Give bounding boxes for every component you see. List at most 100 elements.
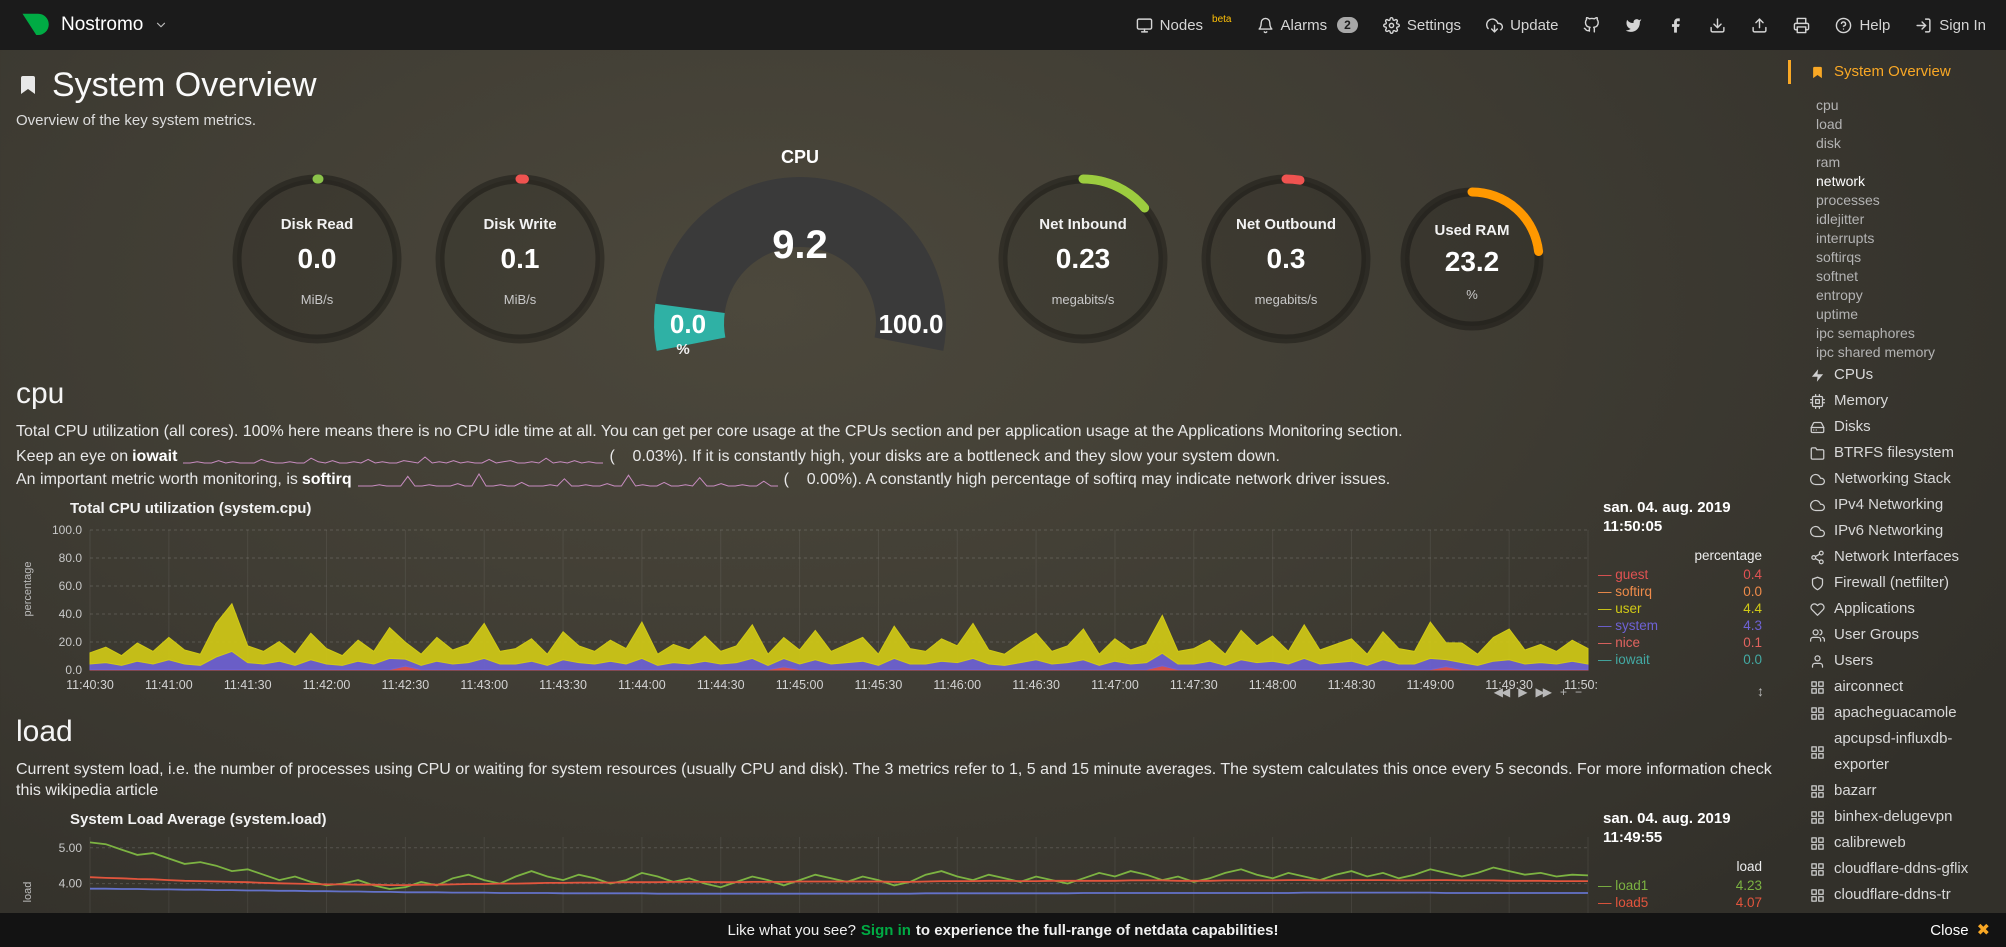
sidebar-item-ipc-semaphores[interactable]: ipc semaphores [1788,324,2006,343]
load-chart-title: System Load Average (system.load) [70,811,327,828]
sidebar-item-network[interactable]: network [1788,172,2006,191]
cpu-description: Total CPU utilization (all cores). 100% … [16,423,1403,440]
nav-print-button[interactable] [1793,17,1810,34]
nav-help-button[interactable]: Help [1835,17,1890,34]
page-head: System Overview Overview of the key syst… [0,50,1788,130]
legend-load1[interactable]: — load1 4.23 [1598,878,1762,893]
cpu-gauge[interactable]: CPU 9.2 0.0 100.0 % [645,147,955,363]
legend-system[interactable]: — system 4.3 [1598,618,1762,633]
gauge-used-ram[interactable]: Used RAM 23.2% [1398,185,1546,333]
cpu-iowait-hint: Keep an eye on iowait ( 0.03%). If it is… [16,446,1788,467]
nav-import-snapshot-button[interactable] [1709,17,1726,34]
pan-left-icon[interactable]: ◀◀ [1493,685,1511,699]
github-icon [1584,16,1600,33]
nav-facebook-button[interactable] [1667,17,1684,34]
netdata-logo [22,13,49,35]
sidebar-item-bazarr[interactable]: bazarr [1788,778,2006,804]
nav-update-button[interactable]: Update [1486,17,1558,34]
sidebar-item-system-overview[interactable]: System Overview [1788,60,2006,84]
sidebar-item-binhex-delugevpn[interactable]: binhex-delugevpn [1788,804,2006,830]
sidebar-item-btrfs-filesystem[interactable]: BTRFS filesystem [1788,440,2006,466]
sidebar-item-label: cloudflare-ddns-tr [1834,886,1951,903]
footer-close-button[interactable]: Close ✖ [1930,920,1990,940]
nav-github-button[interactable] [1583,16,1600,34]
sidebar-item-calibreweb[interactable]: calibreweb [1788,830,2006,856]
sidebar-item-applications[interactable]: Applications [1788,596,2006,622]
sidebar-item-label: Disks [1834,418,1871,435]
svg-text:11:42:00: 11:42:00 [303,678,351,692]
sidebar-item-cpus[interactable]: CPUs [1788,362,2006,388]
zoom-in-icon[interactable]: + [1559,685,1567,699]
sidebar-item-firewall-netfilter[interactable]: Firewall (netfilter) [1788,570,2006,596]
nav-nodes-label: Nodes [1159,16,1204,34]
iowait-hint-suffix: ( 0.03%). If it is constantly high, your… [609,448,1280,465]
download-icon [1710,17,1726,33]
gauge-ring [1201,174,1371,344]
sidebar-nav: System Overview cpu load disk ram network proc… [1788,50,2006,913]
legend-load5[interactable]: — load5 4.07 [1598,895,1762,910]
cpu-gauge-dial [654,176,946,351]
cpu-chart-canvas[interactable]: 11:40:30 11:41:00 11:41:30 11:42:00 11:42:30… [38,522,1612,701]
pan-right-icon[interactable]: ▶▶ [1535,685,1553,699]
sidebar-item-disks[interactable]: Disks [1788,414,2006,440]
sidebar-item-network-interfaces[interactable]: Network Interfaces [1788,544,2006,570]
sidebar-item-apcupsd-influxdb-exporter[interactable]: apcupsd-influxdb-exporter [1788,726,2006,778]
sidebar-item-memory[interactable]: Memory [1788,388,2006,414]
sidebar-item-users[interactable]: Users [1788,648,2006,674]
svg-text:5.00: 5.00 [59,841,83,855]
legend-iowait[interactable]: — iowait 0.0 [1598,652,1762,667]
legend-user[interactable]: — user 4.4 [1598,601,1762,616]
sidebar-item-softirqs[interactable]: softirqs [1788,248,2006,267]
nav-settings-button[interactable]: Settings [1382,16,1461,34]
gauge-ring [232,174,402,344]
sidebar-item-networking-stack[interactable]: Networking Stack [1788,466,2006,492]
sidebar-item-apacheguacamole[interactable]: apacheguacamole [1788,700,2006,726]
legend-nice[interactable]: — nice 0.1 [1598,635,1762,650]
legend-guest[interactable]: — guest 0.4 [1598,567,1762,582]
sidebar-item-airconnect[interactable]: airconnect [1788,674,2006,700]
nav-twitter-button[interactable] [1625,17,1642,34]
sidebar-item-disk[interactable]: disk [1788,134,2006,153]
nav-export-snapshot-button[interactable] [1751,17,1768,34]
play-icon[interactable]: ▶ [1518,685,1527,699]
sidebar-item-cloudflare-ddns-tr[interactable]: cloudflare-ddns-tr [1788,882,2006,908]
sidebar-item-ipv6-networking[interactable]: IPv6 Networking [1788,518,2006,544]
gauge-net-outbound[interactable]: Net Outbound 0.3 megabits/s [1199,172,1373,346]
zoom-out-icon[interactable]: − [1574,685,1582,699]
footer-signin-link[interactable]: Sign in [860,921,911,939]
gauge-disk-write[interactable]: Disk Write 0.1 MiB/s [433,172,607,346]
gauge-disk-read[interactable]: Disk Read 0.0 MiB/s [230,172,404,346]
sidebar-item-softnet[interactable]: softnet [1788,267,2006,286]
softirq-sparkline[interactable] [357,472,778,488]
sidebar-item-ram[interactable]: ram [1788,153,2006,172]
sidebar-item-entropy[interactable]: entropy [1788,286,2006,305]
chart-resize-handle[interactable]: ↕ [1757,683,1764,699]
sidebar-item-load[interactable]: load [1788,115,2006,134]
softirq-hint-suffix: ( 0.00%). A constantly high percentage o… [783,471,1391,488]
wikipedia-link[interactable]: this wikipedia article [16,782,159,799]
legend-softirq[interactable]: — softirq 0.0 [1598,584,1762,599]
host-selector[interactable]: Nostromo [20,10,168,40]
svg-text:40.0: 40.0 [59,607,83,621]
sidebar-item-ipc-shared-memory[interactable]: ipc shared memory [1788,343,2006,362]
sidebar-item-interrupts[interactable]: interrupts [1788,229,2006,248]
gauge-title: Used RAM [1434,222,1510,239]
svg-text:80.0: 80.0 [59,551,83,565]
svg-text:60.0: 60.0 [59,579,83,593]
sidebar-item-processes[interactable]: processes [1788,191,2006,210]
cpu-chart-ylabel: percentage [22,561,34,617]
nav-nodes-button[interactable]: Nodes beta [1136,14,1232,34]
nav-alarms-button[interactable]: Alarms 2 [1257,17,1358,34]
sidebar-item-idlejitter[interactable]: idlejitter [1788,210,2006,229]
sidebar-item-uptime[interactable]: uptime [1788,305,2006,324]
main-content: System Overview Overview of the key syst… [0,50,1788,947]
nav-signin-button[interactable]: Sign In [1915,17,1986,34]
users-icon [1810,628,1825,642]
gauge-net-inbound[interactable]: Net Inbound 0.23 megabits/s [996,172,1170,346]
iowait-sparkline[interactable] [183,449,604,465]
folder-icon [1810,446,1825,460]
sidebar-item-cloudflare-ddns-gflix[interactable]: cloudflare-ddns-gflix [1788,856,2006,882]
sidebar-item-ipv4-networking[interactable]: IPv4 Networking [1788,492,2006,518]
sidebar-item-user-groups[interactable]: User Groups [1788,622,2006,648]
sidebar-item-cpu[interactable]: cpu [1788,96,2006,115]
